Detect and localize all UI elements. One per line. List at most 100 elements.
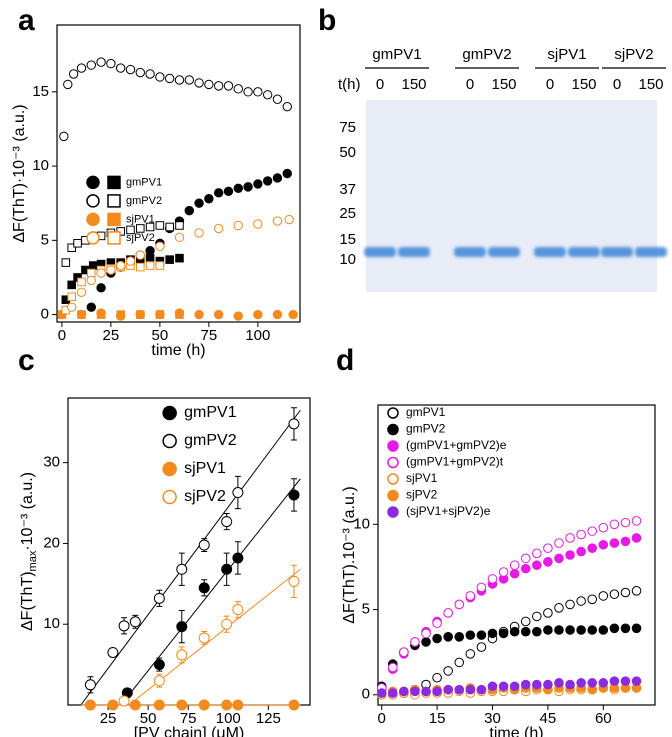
protein-band: [488, 247, 520, 257]
data-point: [498, 567, 509, 577]
y-axis-label: ΔF(ThT).10⁻³ (a.u.): [341, 486, 358, 623]
data-point: [272, 94, 283, 104]
data-point: [532, 611, 542, 622]
data-point: [106, 265, 116, 275]
data-point: [520, 616, 531, 627]
mw-marker-label: 25: [339, 205, 356, 222]
data-point: [520, 563, 531, 574]
data-point: [576, 546, 586, 557]
data-point: [233, 311, 243, 321]
data-point: [76, 287, 87, 297]
data-point: [155, 309, 165, 320]
data-point: [223, 186, 234, 197]
data-point: [184, 75, 194, 85]
data-point: [554, 603, 564, 613]
data-point: [631, 533, 642, 543]
data-point: [198, 582, 210, 594]
data-point: [399, 647, 409, 657]
data-point: [288, 418, 300, 430]
data-point: [174, 232, 185, 243]
fit-line: [80, 409, 301, 706]
data-point: [221, 516, 233, 528]
data-point: [198, 539, 210, 551]
x-tick-label: 50: [140, 710, 157, 727]
data-point: [107, 699, 119, 711]
data-point: [129, 699, 141, 711]
data-point: [282, 101, 292, 112]
data-point: [631, 623, 642, 634]
data-point: [532, 626, 542, 637]
data-point: [410, 686, 420, 697]
protein-band: [364, 247, 396, 257]
data-point: [194, 198, 204, 208]
legend-label: sjPV2: [406, 488, 438, 502]
data-point: [174, 75, 185, 85]
data-point: [465, 649, 476, 659]
data-point: [620, 676, 631, 686]
panel-letter: c: [18, 344, 35, 377]
data-point: [487, 574, 498, 584]
data-point: [565, 599, 575, 610]
data-point: [233, 183, 243, 194]
y-tick-label: 30: [43, 454, 60, 471]
x-axis-label: [PV chain] (μM): [134, 725, 245, 737]
y-tick-label: 10: [43, 615, 60, 632]
data-point: [272, 309, 283, 320]
data-point: [284, 214, 294, 225]
data-point: [631, 676, 642, 686]
legend-marker: [86, 212, 100, 227]
panel-letter: a: [18, 4, 35, 37]
square-point: [67, 243, 76, 253]
data-point: [233, 220, 243, 231]
square-point: [67, 280, 76, 290]
data-point: [443, 666, 453, 676]
y-tick-label: 5: [41, 231, 49, 248]
data-point: [135, 67, 145, 78]
legend-marker: [162, 489, 177, 505]
legend-marker: [86, 175, 100, 190]
data-point: [164, 73, 175, 84]
data-point: [135, 309, 145, 320]
data-point: [176, 699, 188, 711]
data-point: [620, 623, 631, 634]
data-point: [498, 628, 509, 639]
data-point: [221, 618, 233, 630]
data-point: [565, 533, 575, 543]
data-point: [554, 625, 564, 635]
x-axis-label: time (h): [151, 342, 205, 359]
data-point: [532, 548, 542, 559]
x-tick-label: 100: [245, 327, 270, 344]
data-point: [204, 79, 214, 90]
y-tick-label: 10: [32, 157, 49, 174]
x-axis-label: time (h): [489, 725, 543, 737]
mw-marker-label: 75: [339, 119, 356, 136]
legend-label: sjPV1: [184, 460, 226, 477]
square-point: [136, 224, 145, 233]
data-point: [432, 618, 442, 628]
protein-band: [568, 247, 600, 257]
data-point: [86, 302, 96, 312]
data-point: [432, 633, 442, 644]
x-tick-label: 125: [256, 710, 281, 727]
lane-group-label: sjPV2: [614, 46, 653, 63]
y-tick-label: 5: [362, 601, 370, 618]
data-point: [476, 642, 487, 652]
data-point: [198, 699, 210, 711]
data-point: [176, 649, 188, 661]
x-tick-label: 50: [152, 327, 169, 344]
x-tick-label: 45: [540, 710, 557, 727]
data-point: [587, 526, 598, 536]
lane-time-label: 150: [491, 76, 516, 93]
data-point: [532, 560, 542, 571]
legend-label: gmPV1: [184, 404, 237, 421]
data-point: [59, 131, 69, 142]
legend-marker: [387, 506, 399, 518]
legend-marker: [107, 231, 121, 245]
data-point: [63, 79, 73, 90]
square-point: [175, 253, 184, 263]
data-point: [153, 699, 165, 711]
y-axis-label-end: ·10⁻³ (a.u.): [19, 472, 36, 551]
data-point: [194, 309, 204, 320]
data-point: [609, 519, 620, 530]
data-point: [465, 591, 476, 601]
